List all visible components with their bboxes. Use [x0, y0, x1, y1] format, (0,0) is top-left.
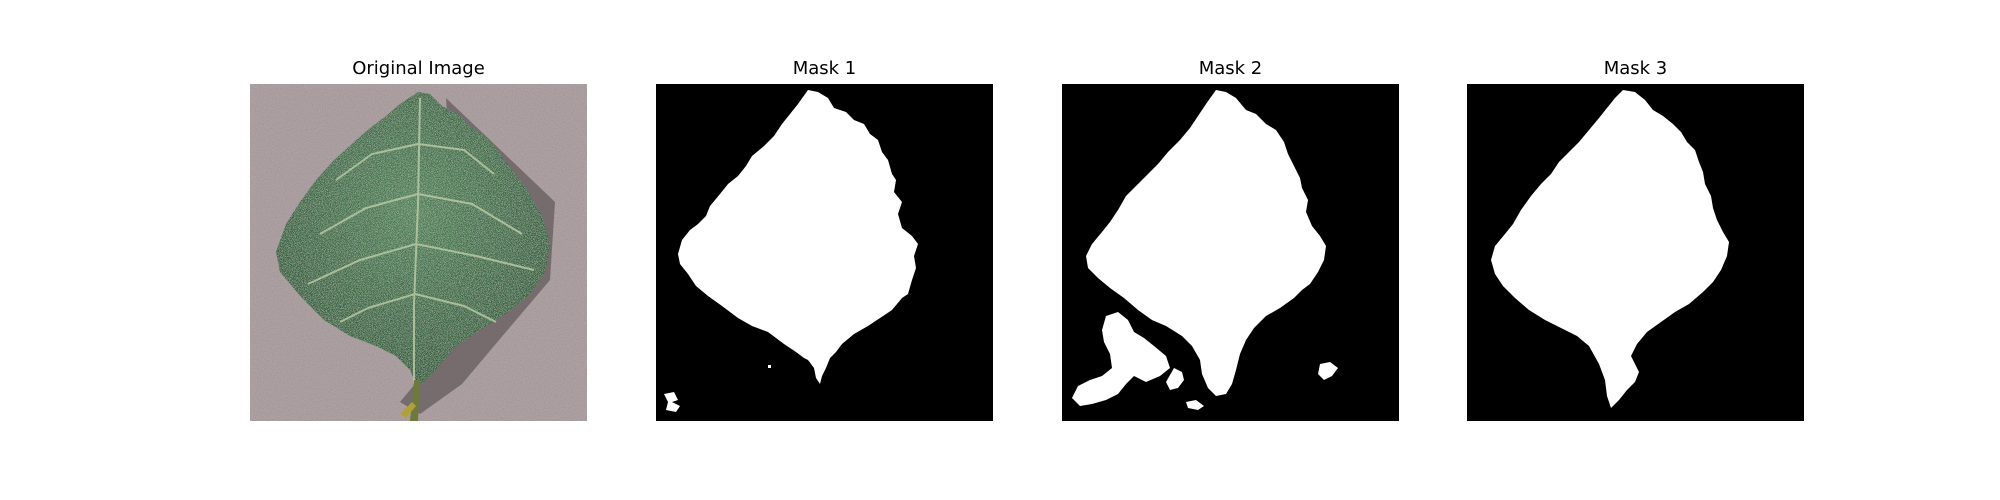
mask-2-blob-bottom — [1186, 400, 1204, 410]
mask-2-blob-right — [1318, 362, 1338, 380]
mask-1-image — [656, 84, 993, 421]
leaf-veins — [307, 97, 535, 384]
panel-title-original: Original Image — [352, 58, 485, 79]
mask-3-leaf-region — [1491, 90, 1729, 408]
mask-2-image — [1062, 84, 1399, 421]
panel-title-mask-1: Mask 1 — [792, 58, 857, 79]
leaf-stem — [410, 380, 420, 421]
mask-1-leaf-region — [678, 90, 918, 384]
mask-2-blob-large — [1072, 312, 1170, 406]
mask-1-speck — [664, 392, 680, 412]
original-image — [250, 84, 587, 421]
mask-2-leaf-region — [1086, 90, 1326, 396]
mask-2-blob-small — [1166, 368, 1184, 390]
panel-title-mask-2: Mask 2 — [1198, 58, 1263, 79]
mask-3-image — [1467, 84, 1804, 421]
panel-title-mask-3: Mask 3 — [1603, 58, 1668, 79]
